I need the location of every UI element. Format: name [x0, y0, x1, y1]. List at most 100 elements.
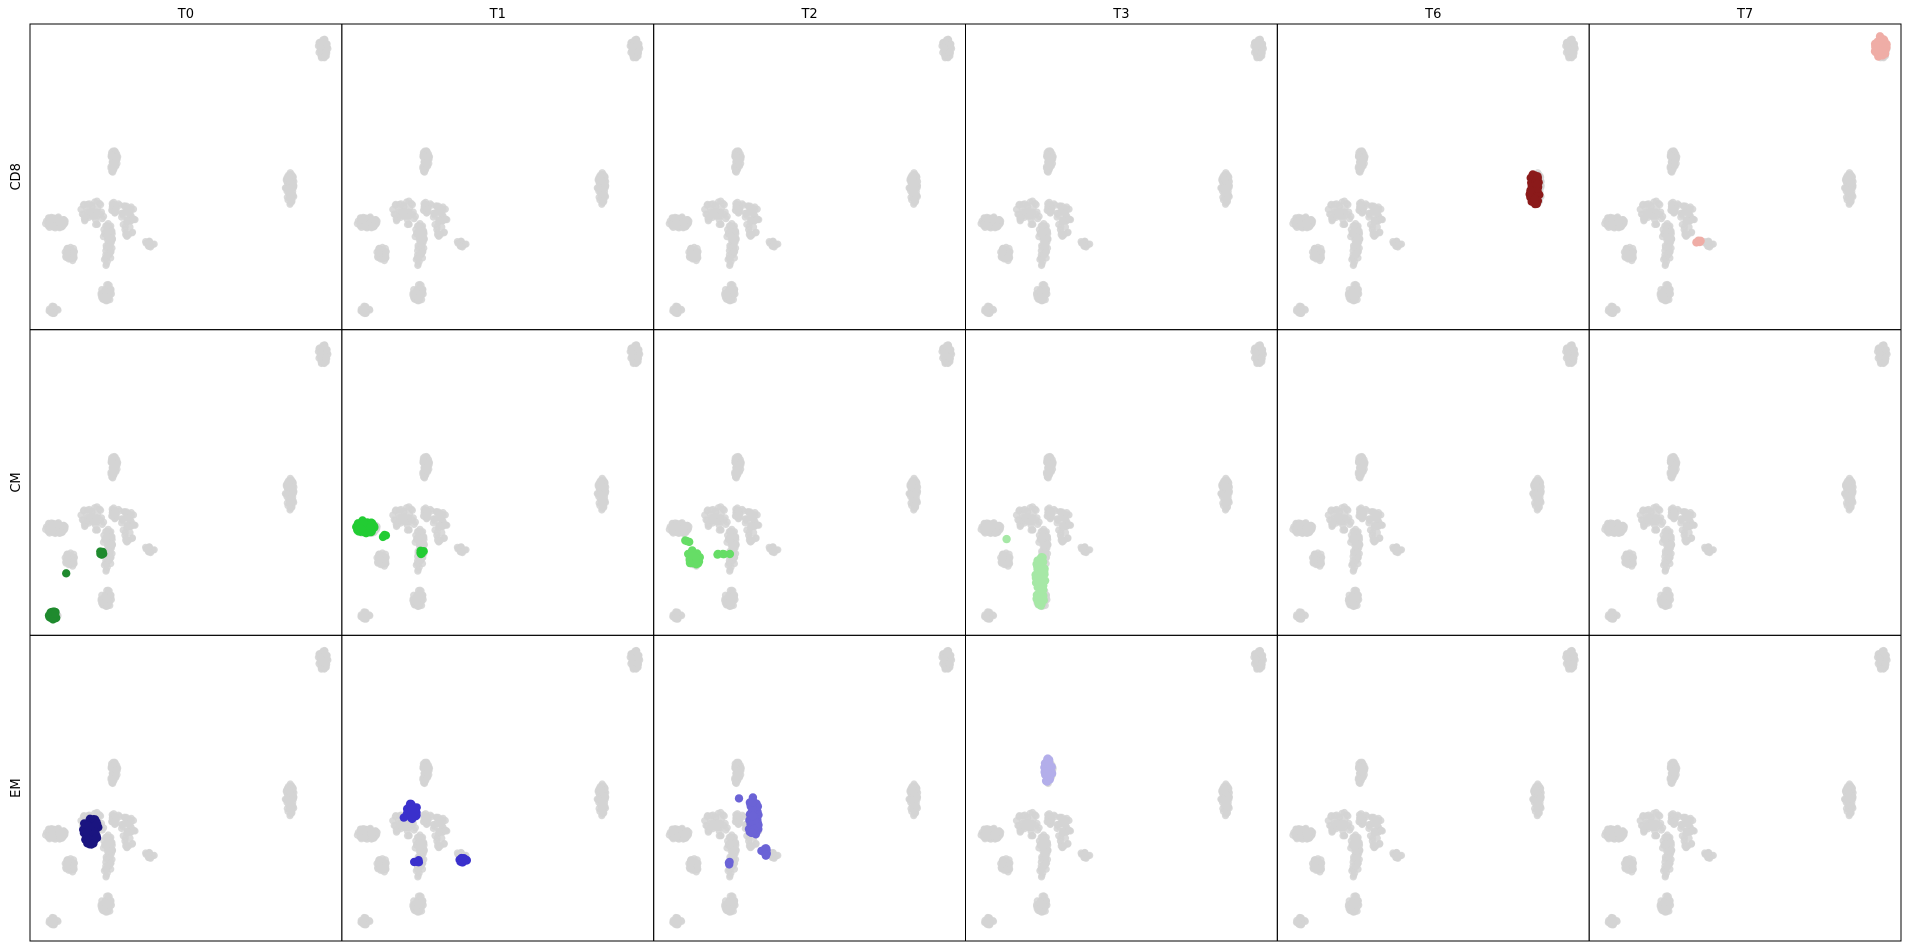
background-point — [1648, 212, 1656, 220]
panel-cm-t1 — [341, 329, 655, 636]
background-point — [1622, 249, 1630, 257]
background-point — [415, 527, 423, 535]
background-point — [1306, 216, 1314, 224]
background-point — [457, 242, 465, 250]
background-point — [1048, 205, 1056, 213]
background-point — [1640, 217, 1648, 225]
background-point — [397, 505, 405, 514]
background-point — [1038, 222, 1046, 230]
background-point — [1377, 215, 1385, 223]
background-point — [58, 522, 66, 530]
background-point — [1222, 504, 1230, 512]
panel-cm-t3 — [965, 329, 1278, 636]
highlight-point — [51, 609, 60, 618]
background-point — [126, 529, 134, 537]
background-point — [1607, 308, 1615, 316]
background-point — [50, 303, 58, 311]
background-point — [1295, 215, 1303, 224]
background-point — [1036, 287, 1044, 295]
background-point — [682, 216, 690, 224]
background-point — [754, 521, 762, 529]
panel-cd8-t3 — [965, 23, 1278, 331]
background-point — [1689, 215, 1697, 223]
background-point — [1293, 223, 1301, 231]
background-point — [598, 504, 607, 512]
background-point — [736, 205, 744, 213]
background-point — [47, 308, 56, 316]
background-point — [947, 346, 955, 354]
background-point — [600, 496, 608, 504]
background-point — [1657, 215, 1665, 223]
background-point — [424, 205, 432, 213]
background-point — [70, 254, 78, 262]
background-point — [130, 521, 138, 529]
background-point — [438, 223, 446, 231]
background-point — [123, 216, 131, 224]
background-point — [704, 217, 712, 225]
background-point — [1360, 205, 1368, 213]
background-point — [1328, 217, 1336, 225]
background-point — [442, 215, 450, 223]
background-point — [375, 249, 383, 257]
background-point — [98, 215, 106, 223]
background-point — [81, 522, 89, 531]
background-point — [1040, 236, 1048, 244]
background-point — [682, 522, 690, 530]
background-point — [419, 248, 427, 256]
background-point — [1671, 205, 1679, 213]
background-point — [414, 567, 422, 575]
background-point — [436, 231, 444, 239]
background-point — [1060, 536, 1068, 544]
background-point — [359, 614, 367, 622]
background-point — [457, 548, 465, 556]
background-point — [736, 155, 744, 163]
background-point — [1043, 533, 1051, 541]
highlight-point — [416, 549, 426, 559]
background-point — [1644, 200, 1652, 208]
background-point — [1667, 227, 1675, 235]
highlight-point — [681, 536, 690, 545]
background-point — [693, 244, 701, 253]
background-point — [412, 593, 421, 601]
background-point — [125, 536, 133, 544]
background-point — [726, 567, 734, 575]
background-point — [713, 518, 721, 526]
background-point — [81, 217, 89, 225]
background-point — [1350, 222, 1358, 230]
background-point — [102, 567, 110, 575]
background-point — [600, 190, 608, 199]
background-point — [1061, 223, 1070, 231]
background-point — [1258, 346, 1266, 354]
panel-cd8-t1 — [341, 23, 655, 331]
background-point — [1016, 522, 1024, 531]
background-point — [736, 460, 744, 468]
background-point — [713, 212, 721, 220]
background-point — [1220, 175, 1228, 183]
highlight-point — [713, 550, 722, 559]
background-point — [1061, 529, 1070, 537]
background-point — [1258, 40, 1266, 48]
background-point — [1304, 222, 1312, 230]
background-point — [983, 215, 992, 224]
background-point — [322, 353, 331, 361]
background-point — [420, 227, 428, 235]
background-point — [674, 303, 682, 311]
background-point — [596, 175, 604, 183]
background-point — [908, 175, 916, 183]
background-point — [724, 593, 733, 601]
background-point — [672, 215, 680, 224]
background-point — [410, 215, 418, 223]
background-point — [669, 529, 677, 537]
panel-cd8-t6 — [1276, 23, 1590, 331]
background-point — [442, 521, 450, 529]
background-point — [98, 520, 106, 529]
background-point — [417, 236, 425, 244]
background-point — [1043, 227, 1051, 235]
background-point — [731, 248, 739, 256]
highlight-point — [1530, 194, 1539, 204]
background-point — [994, 216, 1002, 224]
background-point — [381, 550, 389, 558]
background-point — [284, 480, 292, 488]
background-point — [79, 211, 88, 219]
